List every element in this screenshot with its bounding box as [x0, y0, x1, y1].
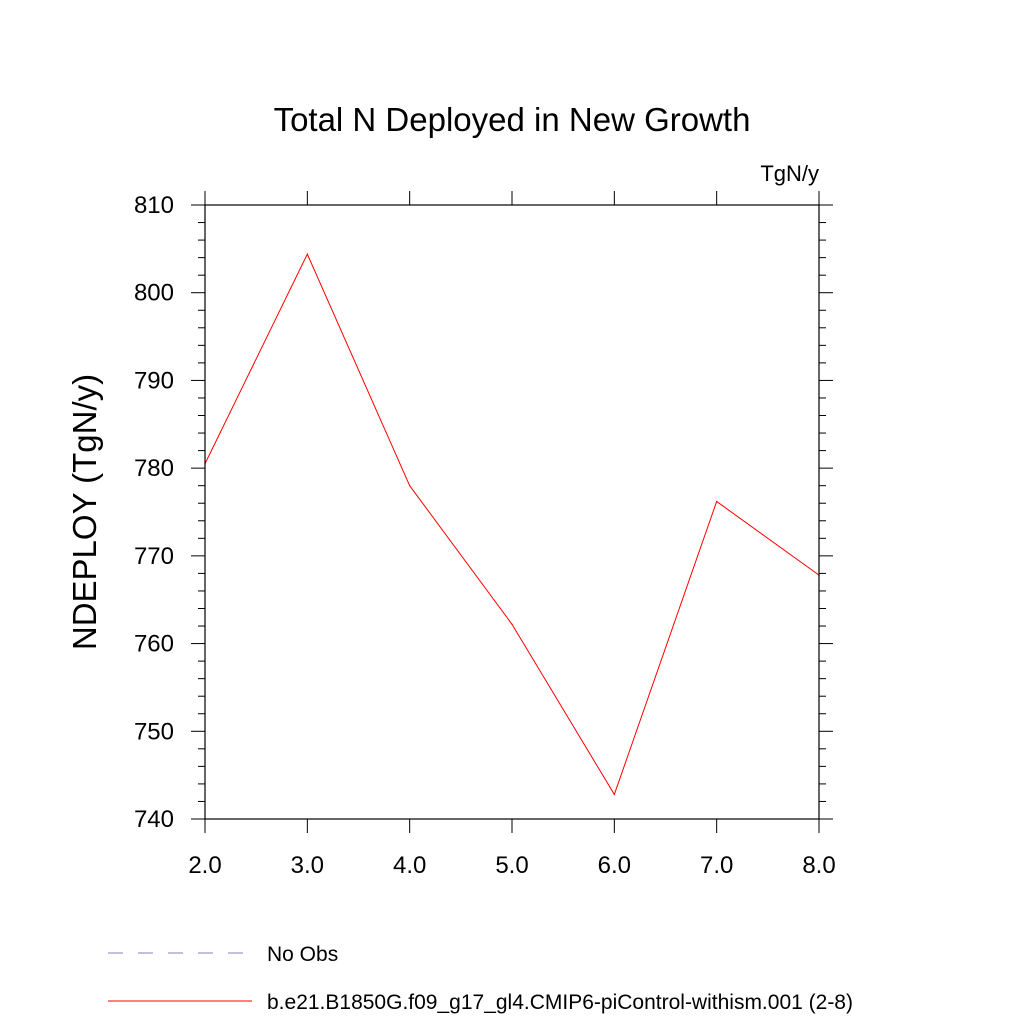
x-tick-label: 2.0 — [188, 852, 221, 879]
units-label: TgN/y — [760, 161, 819, 186]
chart-title: Total N Deployed in New Growth — [274, 101, 751, 138]
x-tick-label: 3.0 — [291, 852, 324, 879]
y-tick-label: 760 — [134, 631, 174, 658]
legend-label-no-obs: No Obs — [267, 943, 338, 966]
data-point — [613, 793, 615, 796]
series-layer — [204, 252, 820, 796]
x-tick-label: 6.0 — [598, 852, 631, 879]
y-tick-label: 780 — [134, 455, 174, 482]
y-tick-label: 770 — [134, 543, 174, 570]
y-tick-label: 810 — [134, 192, 174, 219]
x-tick-label: 8.0 — [802, 852, 835, 879]
plot-frame — [204, 204, 820, 820]
data-point — [511, 623, 513, 625]
y-axis-label: NDEPLOY (TgN/y) — [66, 374, 103, 650]
data-point — [409, 485, 411, 487]
y-tick-label: 790 — [134, 367, 174, 394]
y-tick-label: 800 — [134, 280, 174, 307]
tick-labels: 2.0 3.0 4.0 5.0 6.0 7.0 8.0 740 750 760 770 780 790 8… — [134, 192, 836, 879]
x-tick-label: 5.0 — [495, 852, 528, 879]
y-tick-label: 750 — [134, 718, 174, 745]
legend-label-control-run: b.e21.B1850G.f09_g17_gl4.CMIP6-piControl… — [267, 991, 853, 1014]
x-tick-label: 4.0 — [393, 852, 426, 879]
legend: No Obs b.e21.B1850G.f09_g17_gl4.CMIP6-pi… — [108, 943, 853, 1014]
x-tick-label: 7.0 — [700, 852, 733, 879]
y-tick-label: 740 — [134, 806, 174, 833]
data-point — [306, 253, 308, 255]
axis-ticks — [191, 191, 833, 833]
data-point — [716, 500, 718, 503]
